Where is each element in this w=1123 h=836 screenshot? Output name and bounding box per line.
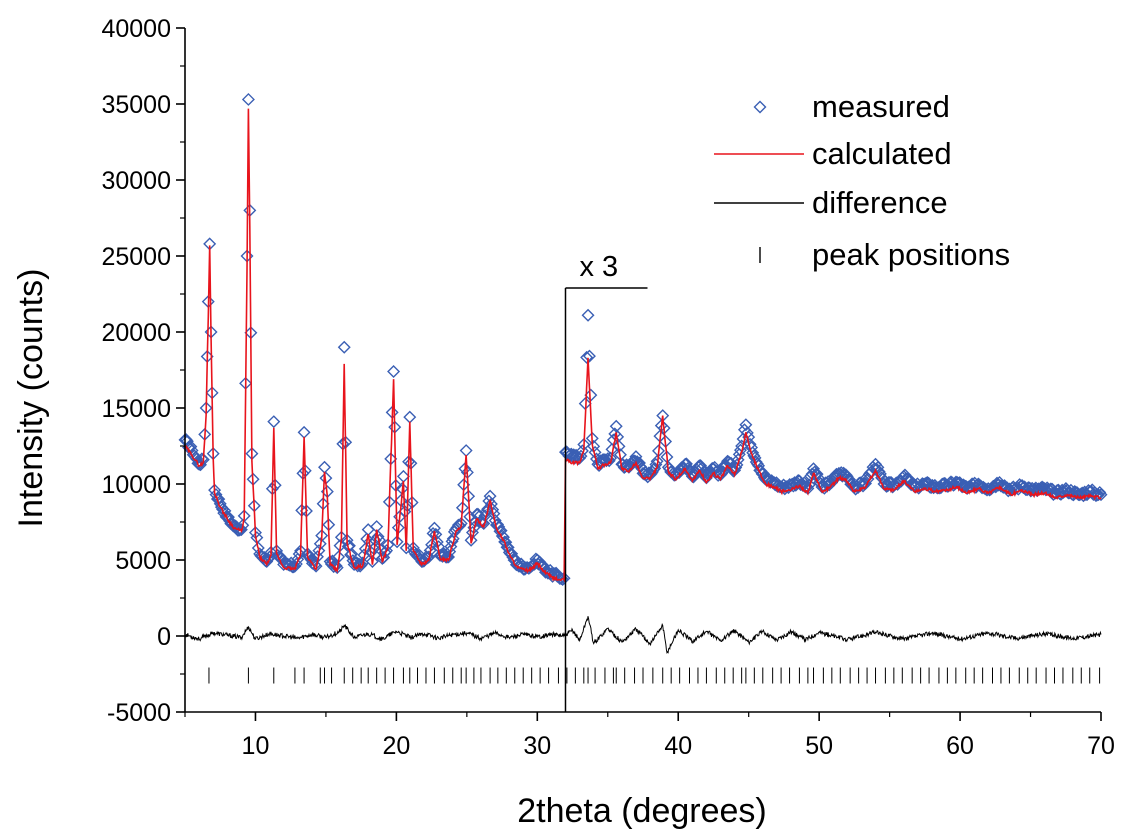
x-tick-label: 40 (664, 732, 692, 760)
measured-point (210, 492, 224, 506)
measured-point (557, 571, 571, 585)
measured-point (544, 567, 558, 581)
measured-point (496, 530, 510, 544)
legend-label-difference: difference (812, 185, 948, 220)
y-tick-label: 10000 (101, 471, 171, 499)
difference-series-line (184, 616, 1102, 655)
measured-point (934, 481, 948, 495)
y-tick-label: 5000 (115, 547, 171, 575)
measured-point (267, 415, 281, 429)
legend-label-calculated: calculated (812, 136, 952, 171)
measured-point (236, 518, 250, 532)
measured-point (871, 460, 885, 474)
measured-point (459, 444, 473, 458)
measured-point (454, 517, 468, 531)
measured-point (739, 418, 753, 432)
measured-point (1094, 488, 1108, 502)
measured-point (464, 533, 478, 547)
y-tick-label: 35000 (101, 91, 171, 119)
x-tick-label: 30 (523, 732, 551, 760)
measured-point (371, 530, 385, 544)
measured-point (365, 555, 379, 569)
y-tick-label: 15000 (101, 395, 171, 423)
measured-point (609, 419, 623, 433)
x-tick-label: 70 (1087, 732, 1115, 760)
measured-point (582, 349, 596, 363)
measured-point (180, 434, 194, 448)
measured-point (264, 545, 278, 559)
measured-point (1055, 483, 1069, 497)
measured-point (390, 535, 404, 549)
plot-area: x 3 (178, 92, 1108, 712)
measured-point (422, 550, 436, 564)
measured-point (403, 410, 417, 424)
x-tick-label: 10 (242, 732, 270, 760)
y-tick-label: 0 (157, 623, 171, 651)
measured-point (381, 538, 395, 552)
calculated-series-line (184, 108, 1102, 583)
measured-point (233, 523, 247, 537)
measured-point (425, 538, 439, 552)
x-axis-title: 2theta (degrees) (517, 792, 767, 830)
legend: measured calculated difference peak positio… (714, 89, 1010, 272)
y-axis-title: Intensity (counts) (12, 269, 50, 528)
measured-point (581, 308, 595, 322)
axes: -5000 0 5000 10000 15000 20000 25000 30000 35000… (101, 15, 1114, 760)
measured-point (580, 350, 594, 364)
measured-point (679, 457, 693, 471)
x-tick-label: 50 (805, 732, 833, 760)
measured-point (387, 365, 401, 379)
measured-point (337, 340, 351, 354)
y-tick-label: 30000 (101, 167, 171, 195)
legend-label-measured: measured (812, 89, 950, 124)
legend-measured-marker (753, 100, 767, 114)
measured-point (209, 488, 223, 502)
measured-point (196, 453, 210, 467)
scale-annotation-label: x 3 (579, 251, 618, 283)
measured-point (396, 469, 410, 483)
measured-point (318, 460, 332, 474)
y-tick-label: 25000 (101, 243, 171, 271)
y-tick-label: 20000 (101, 319, 171, 347)
y-tick-label: -5000 (107, 699, 171, 727)
measured-point (356, 556, 370, 570)
x-tick-label: 60 (946, 732, 974, 760)
y-tick-label: 40000 (101, 15, 171, 43)
measured-point (297, 425, 311, 439)
measured-point (270, 544, 284, 558)
measured-point (241, 92, 255, 106)
legend-label-peak-positions: peak positions (812, 237, 1010, 272)
x-tick-label: 20 (382, 732, 410, 760)
